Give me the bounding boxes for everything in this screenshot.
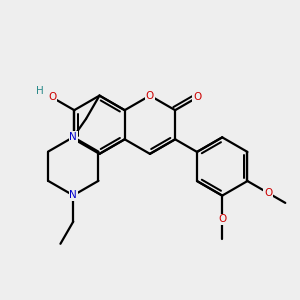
Text: H: H bbox=[36, 85, 44, 95]
Text: N: N bbox=[69, 190, 77, 200]
Text: O: O bbox=[48, 92, 56, 102]
Text: O: O bbox=[146, 91, 154, 100]
Text: O: O bbox=[193, 92, 202, 102]
Text: N: N bbox=[69, 132, 77, 142]
Text: O: O bbox=[218, 214, 226, 224]
Text: O: O bbox=[264, 188, 272, 198]
